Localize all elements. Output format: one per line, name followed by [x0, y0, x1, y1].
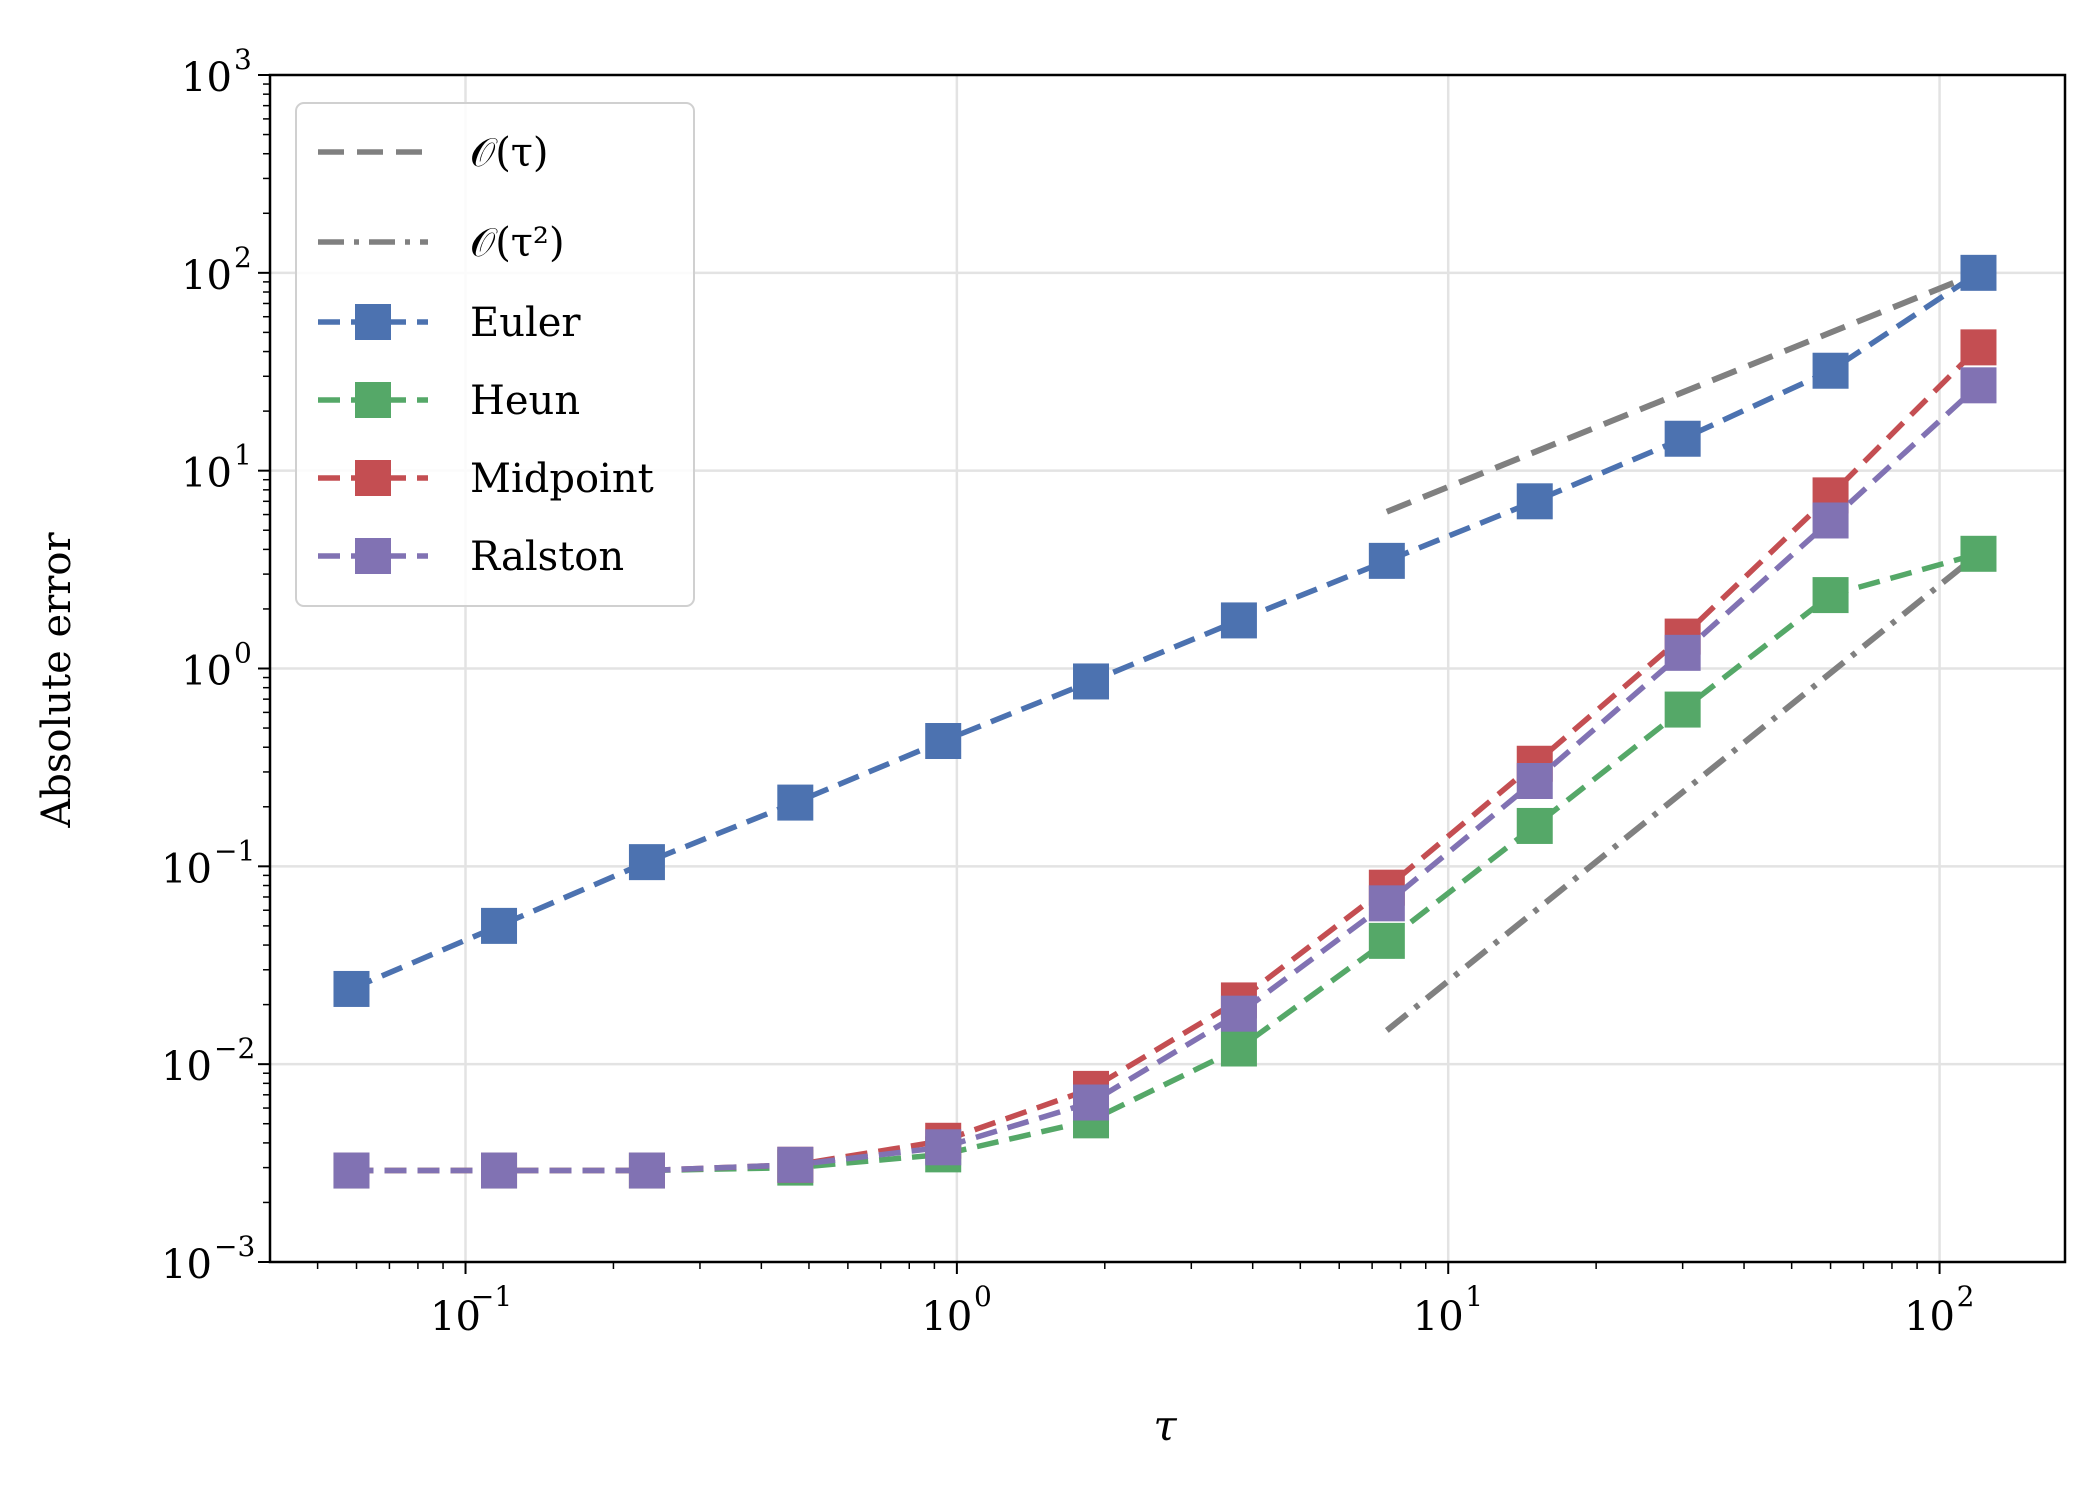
data-point [1368, 885, 1405, 922]
y-tick-exponent: −1 [214, 834, 255, 867]
x-axis-label: τ [1153, 1401, 1177, 1450]
data-point [1220, 1030, 1257, 1067]
legend-marker [355, 538, 391, 574]
legend-label: Euler [470, 300, 581, 346]
y-tick-exponent: 2 [234, 241, 252, 274]
legend-entry: Heun [318, 378, 580, 424]
ticks: 10−1 10 0 10 1 10 210 −310 −210 −110 010 110 210 3 [161, 43, 1974, 1340]
data-point [1516, 762, 1553, 799]
reference-line [1384, 551, 1981, 1033]
data-point [925, 1129, 962, 1166]
series-ralston [333, 367, 1997, 1189]
series-line [351, 383, 1981, 1174]
data-point [925, 723, 962, 760]
y-axis-label: Absolute error [34, 532, 80, 829]
x-tick-label: 10 [1904, 1294, 1955, 1340]
data-point [333, 1152, 370, 1189]
series-euler [333, 254, 1997, 1007]
legend-entry: 𝒪(τ) [318, 130, 549, 176]
data-point [333, 970, 370, 1007]
data-point [481, 1152, 518, 1189]
data-point [1220, 602, 1257, 639]
data-point [1812, 577, 1849, 614]
data-point [481, 907, 518, 944]
legend-entry: Midpoint [318, 456, 654, 502]
y-tick-exponent: 0 [234, 637, 252, 670]
x-tick-exponent: −1 [471, 1280, 512, 1313]
data-point [1368, 542, 1405, 579]
x-tick-label: 10 [430, 1294, 481, 1340]
y-tick-exponent: −3 [214, 1230, 255, 1263]
legend-marker [355, 460, 391, 496]
legend-label: Heun [470, 378, 580, 424]
data-point [1664, 634, 1701, 671]
series-layer [333, 254, 1997, 1189]
data-point [1220, 995, 1257, 1032]
legend-marker [355, 382, 391, 418]
y-tick-exponent: 3 [234, 43, 252, 76]
data-point [1812, 502, 1849, 539]
reference-lines [1384, 270, 1981, 1033]
y-tick-label: 10 [161, 1044, 212, 1090]
data-point [1073, 663, 1110, 700]
data-point [1073, 1084, 1110, 1121]
x-tick-exponent: 0 [974, 1280, 992, 1313]
data-point [1960, 367, 1997, 404]
x-tick-exponent: 2 [1957, 1280, 1975, 1313]
y-tick-label: 10 [161, 1242, 212, 1288]
data-point [628, 844, 665, 881]
data-point [1812, 352, 1849, 389]
data-point [777, 1146, 814, 1183]
x-tick-label: 10 [921, 1294, 972, 1340]
y-tick-exponent: −2 [214, 1032, 255, 1065]
legend-label: 𝒪(τ) [470, 130, 549, 176]
data-point [1368, 922, 1405, 959]
y-tick-label: 10 [181, 55, 232, 101]
data-point [1664, 420, 1701, 457]
y-tick-label: 10 [161, 846, 212, 892]
legend-entry: Euler [318, 300, 581, 346]
y-tick-label: 10 [181, 253, 232, 299]
data-point [1664, 691, 1701, 728]
series-line [350, 270, 1981, 992]
x-tick-label: 10 [1413, 1294, 1464, 1340]
legend-marker [355, 304, 391, 340]
data-point [628, 1152, 665, 1189]
data-point [1960, 535, 1997, 572]
legend-label: 𝒪(τ²) [470, 220, 565, 266]
y-tick-exponent: 1 [234, 439, 252, 472]
data-point [1516, 807, 1553, 844]
legend-entry: Ralston [318, 534, 624, 580]
y-tick-label: 10 [181, 649, 232, 695]
data-point [1516, 483, 1553, 520]
legend: 𝒪(τ) 𝒪(τ²) Euler Heun Midpoint Ralston [295, 102, 695, 607]
legend-label: Ralston [470, 534, 624, 580]
reference-line [1385, 270, 1980, 515]
data-point [777, 784, 814, 821]
data-point [1960, 254, 1997, 291]
legend-label: Midpoint [470, 456, 654, 502]
data-point [1960, 329, 1997, 366]
legend-box [295, 102, 695, 607]
legend-entry: 𝒪(τ²) [318, 220, 565, 266]
x-tick-exponent: 1 [1465, 1280, 1483, 1313]
y-tick-label: 10 [181, 451, 232, 497]
